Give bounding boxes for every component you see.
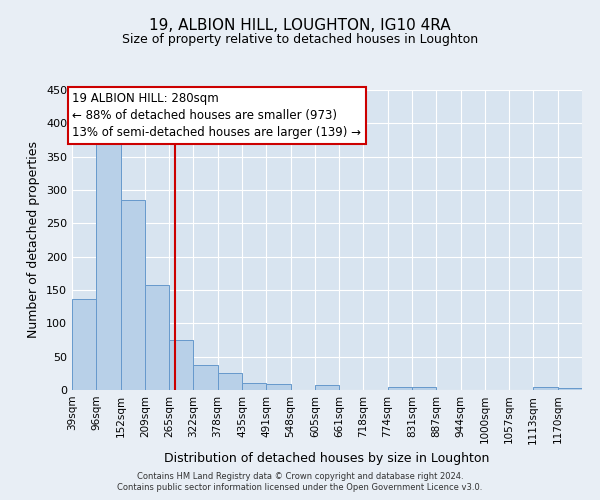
Y-axis label: Number of detached properties: Number of detached properties	[28, 142, 40, 338]
Text: Contains HM Land Registry data © Crown copyright and database right 2024.: Contains HM Land Registry data © Crown c…	[137, 472, 463, 481]
Bar	[388, 386, 412, 390]
Bar	[315, 384, 340, 390]
Text: Size of property relative to detached houses in Loughton: Size of property relative to detached ho…	[122, 32, 478, 46]
Text: 19, ALBION HILL, LOUGHTON, IG10 4RA: 19, ALBION HILL, LOUGHTON, IG10 4RA	[149, 18, 451, 32]
Bar	[121, 200, 145, 390]
Bar	[193, 364, 218, 390]
Bar	[97, 140, 121, 390]
Bar	[242, 382, 266, 390]
X-axis label: Distribution of detached houses by size in Loughton: Distribution of detached houses by size …	[164, 452, 490, 465]
Text: Contains public sector information licensed under the Open Government Licence v3: Contains public sector information licen…	[118, 484, 482, 492]
Bar	[145, 284, 169, 390]
Bar	[72, 298, 97, 390]
Bar	[266, 384, 290, 390]
Bar	[218, 374, 242, 390]
Bar	[533, 386, 557, 390]
Text: 19 ALBION HILL: 280sqm
← 88% of detached houses are smaller (973)
13% of semi-de: 19 ALBION HILL: 280sqm ← 88% of detached…	[73, 92, 361, 139]
Bar	[412, 388, 436, 390]
Bar	[169, 340, 193, 390]
Bar	[557, 388, 582, 390]
